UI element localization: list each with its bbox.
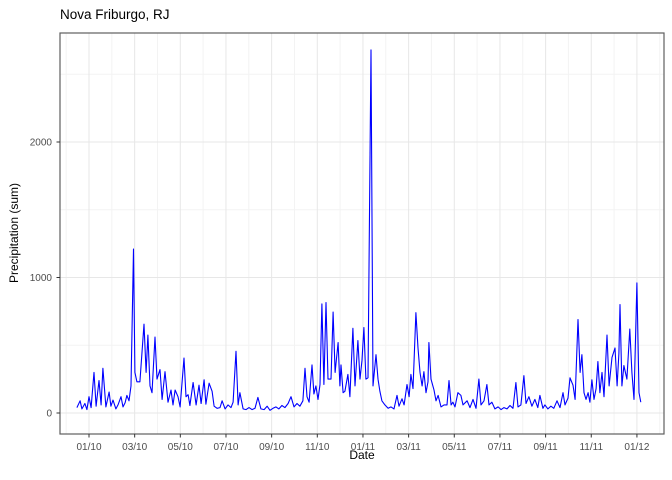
x-tick-label: 05/10 — [168, 442, 193, 453]
chart-title: Nova Friburgo, RJ — [60, 7, 170, 22]
precipitation-line — [76, 49, 642, 411]
x-tick-label: 11/10 — [305, 442, 330, 453]
x-tick-label: 03/11 — [396, 442, 421, 453]
y-tick-label: 1000 — [30, 273, 53, 284]
x-tick-label: 11/11 — [579, 442, 603, 453]
x-tick-label: 01/11 — [351, 442, 376, 453]
x-tick-label: 09/11 — [533, 442, 558, 453]
x-tick-label: 07/10 — [213, 442, 238, 453]
x-tick-label: 07/11 — [488, 442, 513, 453]
x-tick-label: 05/11 — [442, 442, 467, 453]
y-axis-title: Precipitation (sum) — [7, 182, 21, 284]
y-tick-label: 2000 — [30, 138, 53, 149]
x-tick-label: 03/10 — [122, 442, 147, 453]
x-axis-title: Date — [349, 448, 375, 462]
y-tick-label: 0 — [46, 409, 52, 420]
panel-border — [59, 32, 665, 435]
x-tick-label: 01/12 — [624, 442, 649, 453]
x-tick-label: 09/10 — [259, 442, 284, 453]
panel-background — [60, 33, 664, 434]
x-tick-label: 01/10 — [76, 442, 101, 453]
